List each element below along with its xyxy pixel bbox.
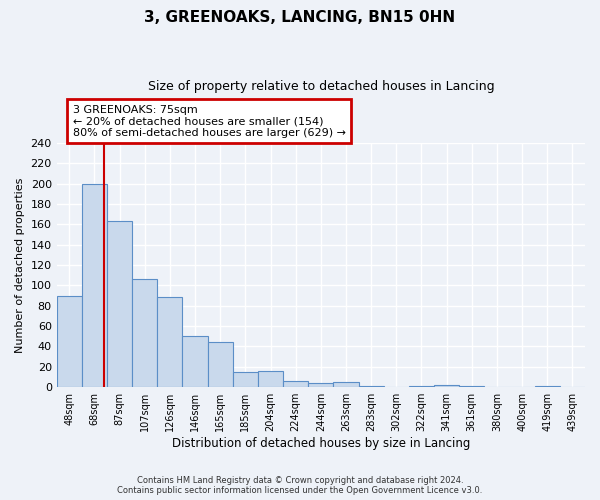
- Bar: [208, 342, 233, 387]
- Bar: [434, 385, 459, 387]
- Title: Size of property relative to detached houses in Lancing: Size of property relative to detached ho…: [148, 80, 494, 93]
- Bar: [182, 336, 208, 387]
- Y-axis label: Number of detached properties: Number of detached properties: [15, 178, 25, 352]
- Bar: [132, 280, 157, 387]
- Text: 3, GREENOAKS, LANCING, BN15 0HN: 3, GREENOAKS, LANCING, BN15 0HN: [145, 10, 455, 25]
- Bar: [535, 386, 560, 387]
- Bar: [409, 386, 434, 387]
- Bar: [82, 184, 107, 387]
- Bar: [107, 221, 132, 387]
- Bar: [56, 296, 82, 387]
- Text: Contains HM Land Registry data © Crown copyright and database right 2024.
Contai: Contains HM Land Registry data © Crown c…: [118, 476, 482, 495]
- X-axis label: Distribution of detached houses by size in Lancing: Distribution of detached houses by size …: [172, 437, 470, 450]
- Bar: [283, 381, 308, 387]
- Bar: [258, 371, 283, 387]
- Bar: [233, 372, 258, 387]
- Text: 3 GREENOAKS: 75sqm
← 20% of detached houses are smaller (154)
80% of semi-detach: 3 GREENOAKS: 75sqm ← 20% of detached hou…: [73, 104, 346, 138]
- Bar: [334, 382, 359, 387]
- Bar: [359, 386, 384, 387]
- Bar: [459, 386, 484, 387]
- Bar: [308, 383, 334, 387]
- Bar: [157, 296, 182, 387]
